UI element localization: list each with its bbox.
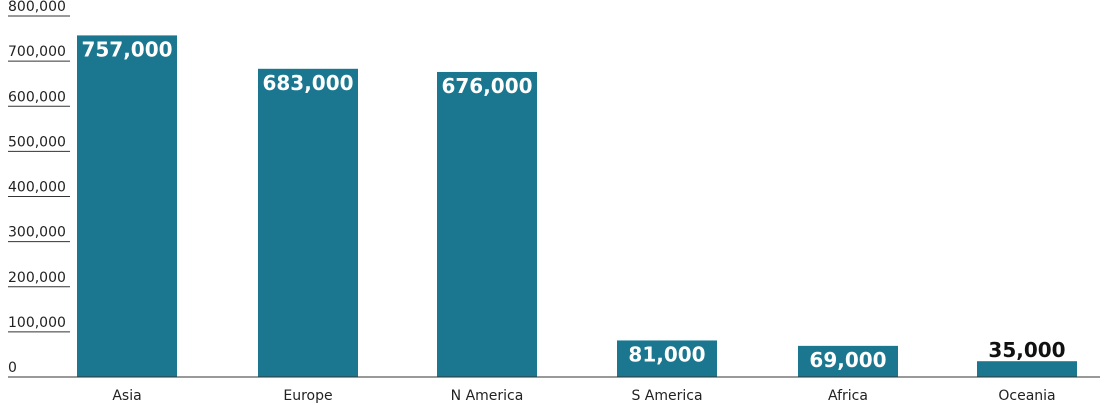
- category-label: Asia: [112, 388, 141, 404]
- category-label: Oceania: [998, 388, 1055, 404]
- data-label: 683,000: [262, 71, 353, 95]
- data-label: 35,000: [988, 338, 1065, 362]
- bar-asia: [77, 35, 177, 378]
- y-tick-label: 300,000: [8, 225, 66, 241]
- category-label: Europe: [283, 388, 332, 404]
- y-tick-label: 400,000: [8, 180, 66, 196]
- y-tick-label: 800,000: [8, 0, 66, 15]
- data-label: 69,000: [809, 348, 886, 372]
- bar-africa: [798, 345, 898, 377]
- bars: [77, 35, 1077, 378]
- y-axis-ticks: 0 100,000 200,000 300,000 400,000 500,000 600,…: [8, 0, 70, 376]
- data-label: 81,000: [628, 342, 705, 366]
- bar-europe: [258, 68, 358, 377]
- data-labels: 757,000 683,000 676,000 81,000 69,000 35,000: [81, 37, 1065, 371]
- category-label: N America: [451, 388, 524, 404]
- data-label: 757,000: [81, 37, 172, 61]
- y-tick-label: 700,000: [8, 44, 66, 60]
- category-labels: Asia Europe N America S America Africa Oceani…: [112, 388, 1055, 404]
- bar-oceania: [977, 361, 1077, 377]
- y-tick-label: 100,000: [8, 315, 66, 331]
- data-label: 676,000: [441, 74, 532, 98]
- y-tick-label: 0: [8, 360, 17, 376]
- bar-s-america: [617, 340, 717, 377]
- bar-n-america: [437, 71, 537, 377]
- y-tick-label: 600,000: [8, 89, 66, 105]
- y-tick-label: 500,000: [8, 134, 66, 150]
- category-label: S America: [631, 388, 702, 404]
- y-tick-label: 200,000: [8, 270, 66, 286]
- category-label: Africa: [828, 388, 868, 404]
